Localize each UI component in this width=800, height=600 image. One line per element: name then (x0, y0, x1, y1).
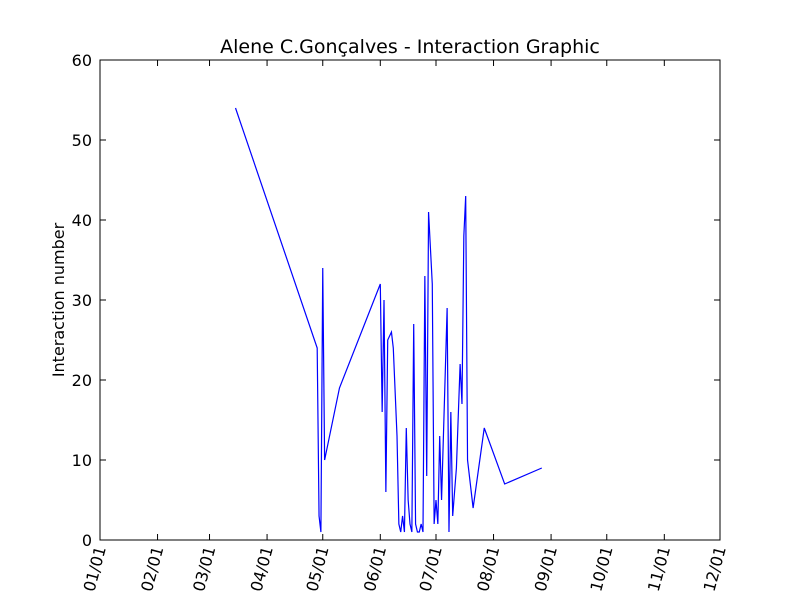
x-tick-label: 11/01 (644, 544, 674, 593)
x-tick-label: 09/01 (531, 544, 561, 593)
x-tick-label: 03/01 (189, 544, 219, 593)
plot-area (234, 107, 543, 533)
y-tick-label: 60 (72, 51, 92, 70)
x-tick-label: 06/01 (360, 544, 390, 593)
y-tick-label: 40 (72, 211, 92, 230)
series-line-0 (234, 107, 543, 533)
x-tick-label: 01/01 (80, 544, 110, 593)
x-tick-label: 12/01 (700, 544, 730, 593)
x-tick-label: 07/01 (416, 544, 446, 593)
y-tick-label: 50 (72, 131, 92, 150)
y-tick-label: 30 (72, 291, 92, 310)
x-tick-label: 08/01 (473, 544, 503, 593)
x-tick-label: 05/01 (302, 544, 332, 593)
y-axis: 0 10 20 30 40 50 60 (72, 51, 720, 550)
y-tick-label: 20 (72, 371, 92, 390)
y-tick-label: 10 (72, 451, 92, 470)
chart-title: Alene C.Gonçalves - Interaction Graphic (220, 36, 600, 58)
x-tick-label: 10/01 (586, 544, 616, 593)
x-tick-label: 04/01 (247, 544, 277, 593)
y-axis-label: Interaction number (49, 222, 68, 377)
plot-frame (99, 59, 721, 541)
x-tick-label: 02/01 (137, 544, 167, 593)
y-tick-label: 0 (82, 531, 92, 550)
